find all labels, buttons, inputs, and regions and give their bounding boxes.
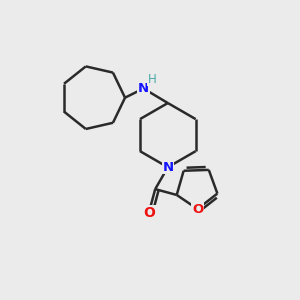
Text: N: N — [162, 161, 173, 174]
Text: O: O — [143, 206, 155, 220]
Text: O: O — [192, 202, 203, 215]
Text: N: N — [138, 82, 149, 95]
Text: H: H — [147, 73, 156, 86]
